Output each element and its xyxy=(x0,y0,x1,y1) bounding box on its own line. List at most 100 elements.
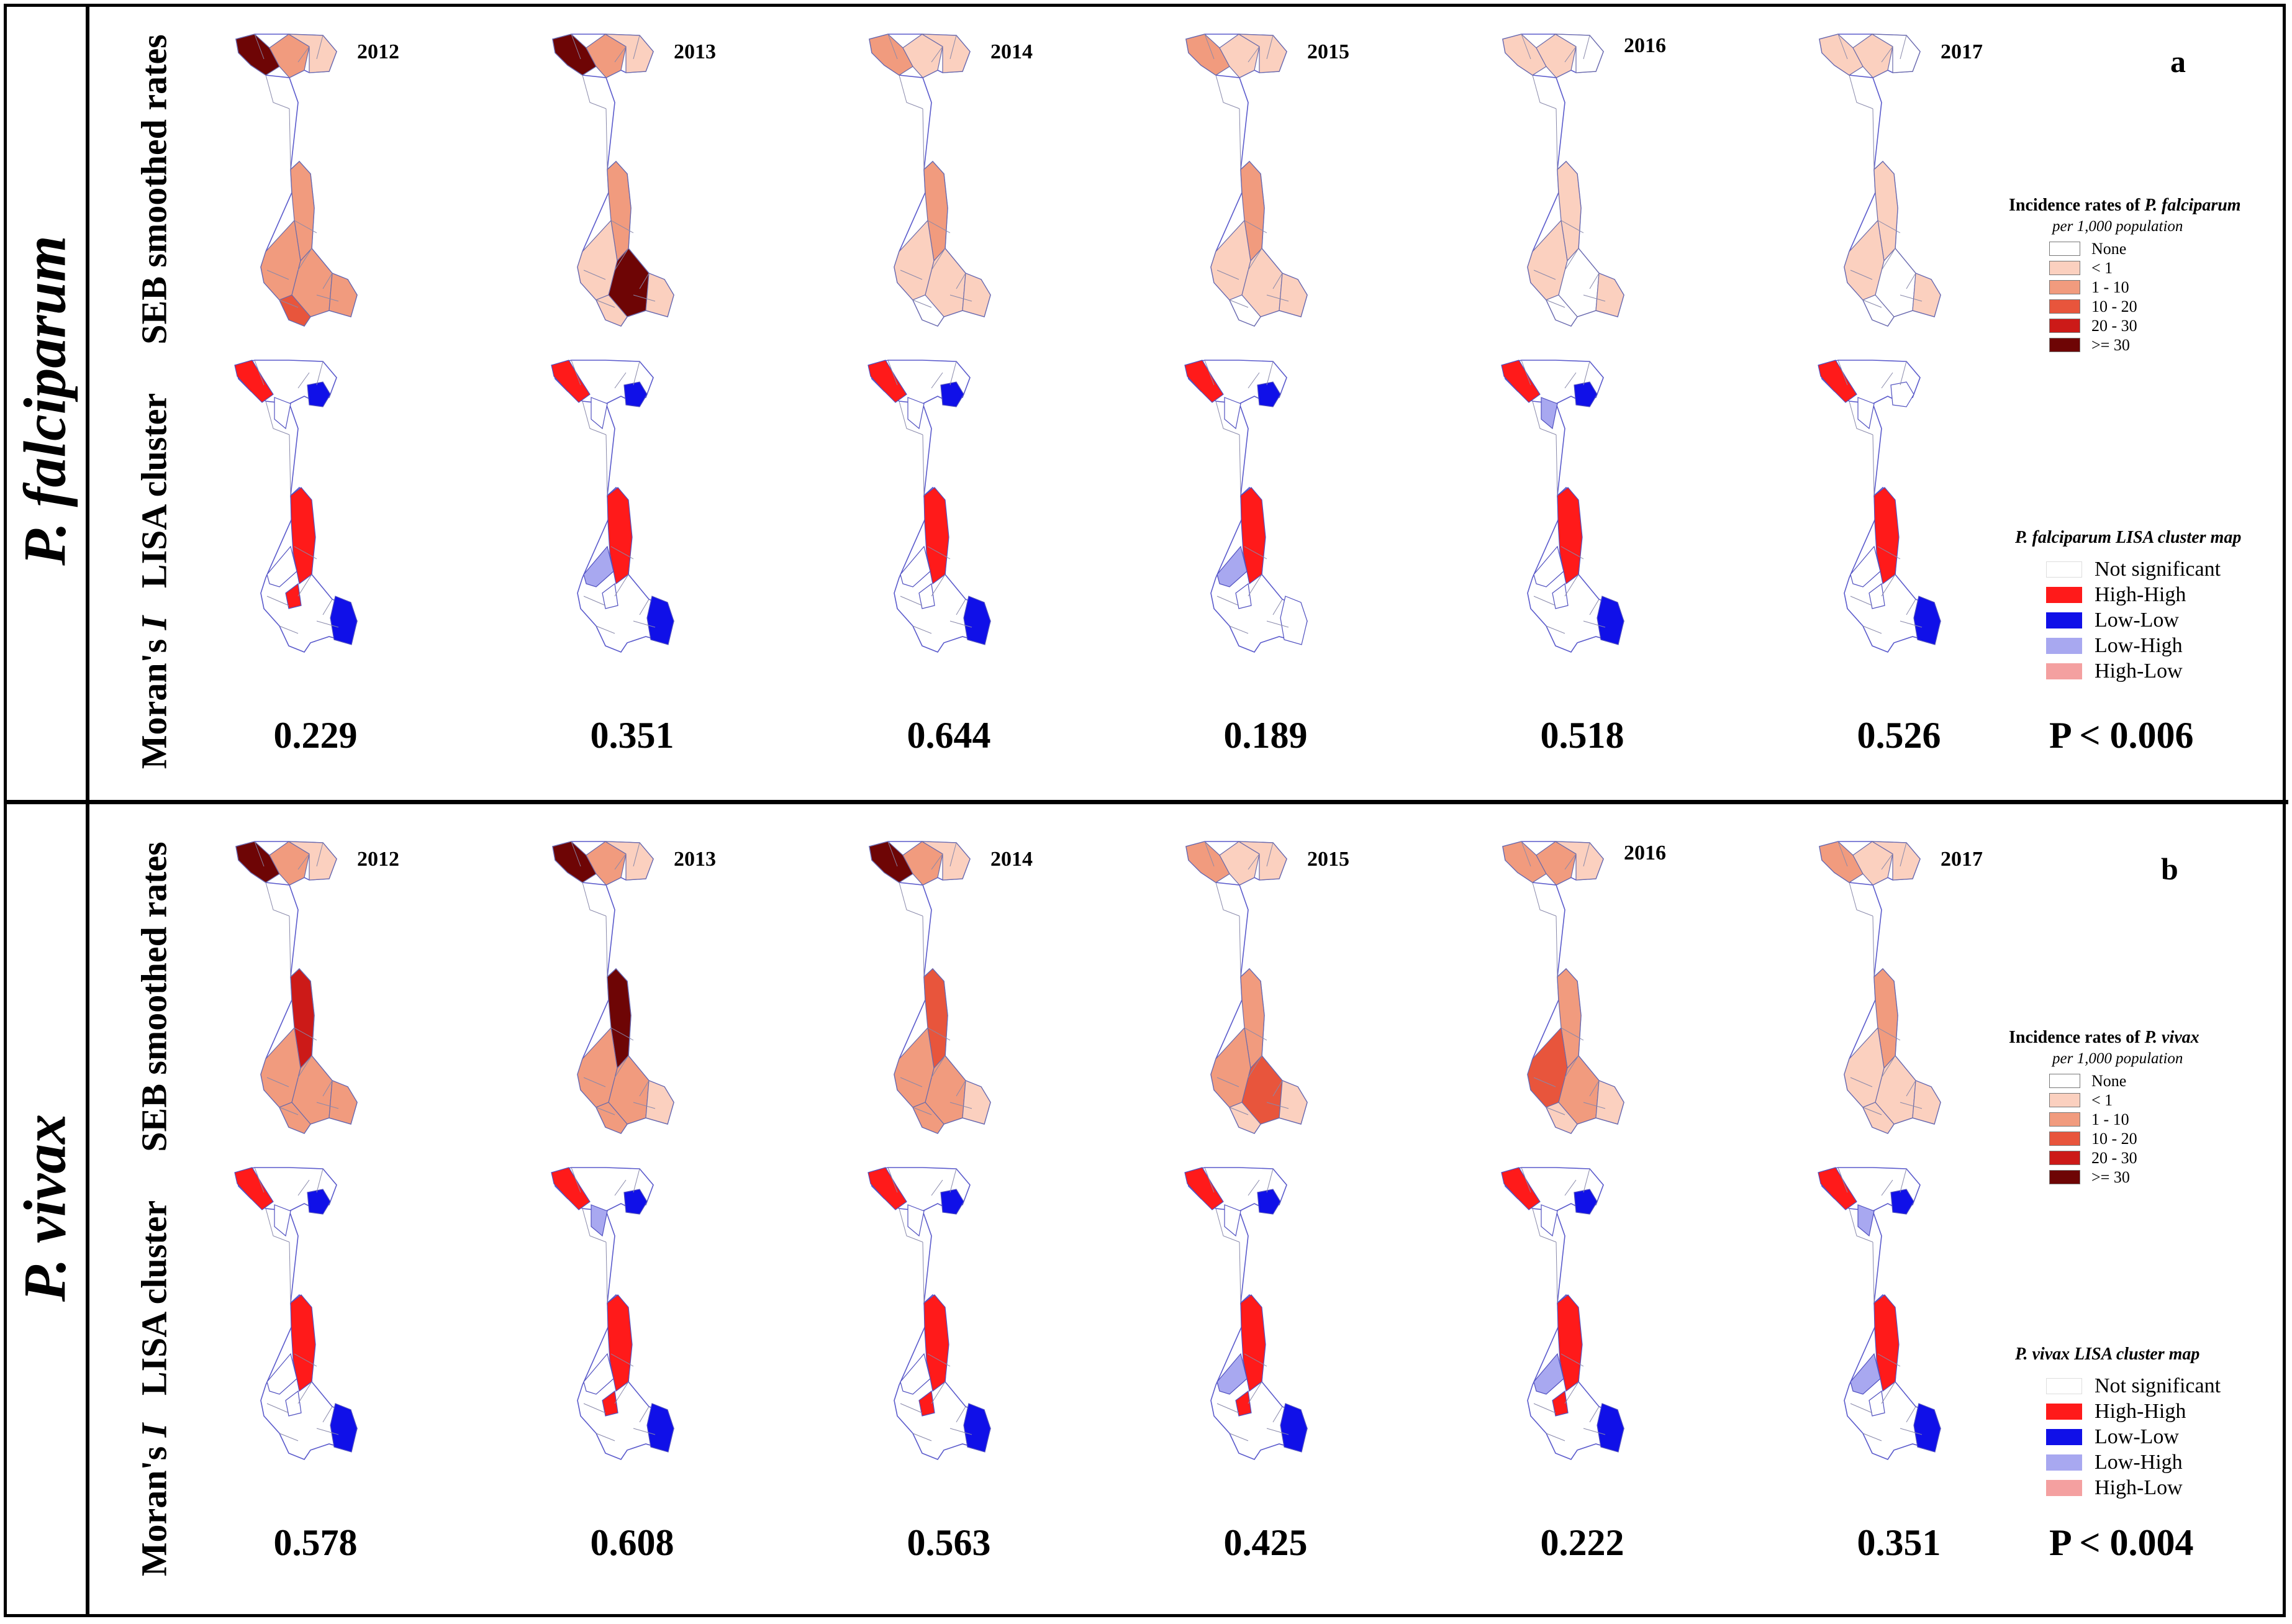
district-boundary xyxy=(316,620,339,628)
lisa-legend-swatch xyxy=(2046,1403,2082,1420)
lisa-map-2015 xyxy=(1184,360,1308,653)
lisa-map-2017 xyxy=(1818,1167,1941,1460)
map-region xyxy=(307,1189,331,1215)
rate-legend-swatch xyxy=(2049,1132,2080,1146)
district-boundary xyxy=(1583,1102,1606,1109)
map-region xyxy=(962,1080,991,1125)
row-label-seb: SEB smoothed rates xyxy=(134,841,174,1152)
lisa-legend-label: Not significant xyxy=(2095,557,2221,581)
seb-map-2016 xyxy=(1502,841,1624,1134)
moran-value: 0.518 xyxy=(1540,715,1624,756)
map-region xyxy=(274,397,291,430)
district-boundary xyxy=(583,1403,606,1413)
district-boundary xyxy=(582,882,607,917)
district-boundary xyxy=(279,625,299,634)
seb-map-2012 xyxy=(235,841,358,1134)
moran-value: 0.526 xyxy=(1857,715,1941,756)
map-region xyxy=(551,360,591,403)
map-region xyxy=(869,841,913,883)
district-boundary xyxy=(596,299,615,308)
lisa-legend-title: P. falciparum LISA cluster map xyxy=(2015,528,2242,547)
district-boundary xyxy=(1589,273,1600,289)
map-region xyxy=(602,1390,618,1417)
district-boundary xyxy=(254,1167,265,1193)
district-boundary xyxy=(1850,1077,1873,1087)
district-boundary xyxy=(927,546,951,560)
map-region xyxy=(235,34,280,76)
map-region xyxy=(646,1403,674,1453)
year-label: 2016 xyxy=(1624,34,1666,57)
district-boundary xyxy=(1248,853,1260,870)
district-boundary xyxy=(596,625,615,634)
map-region xyxy=(602,583,618,609)
district-boundary xyxy=(583,596,606,606)
district-boundary xyxy=(322,1080,333,1097)
district-boundary xyxy=(322,273,333,289)
district-boundary xyxy=(633,1428,656,1435)
district-boundary xyxy=(1229,1107,1249,1115)
district-boundary xyxy=(1272,273,1283,289)
rate-legend-item: 1 - 10 xyxy=(2049,278,2241,297)
rate-legend-swatch xyxy=(2049,261,2080,275)
row-label-moran: Moran's I xyxy=(134,616,175,769)
district-boundary xyxy=(610,1353,634,1367)
lisa-legend-item: Low-High xyxy=(2046,633,2241,658)
rate-legend: Incidence rates of P. vivax per 1,000 pop… xyxy=(2009,1028,2199,1187)
rate-legend-swatch xyxy=(2049,1074,2080,1088)
lisa-legend-swatch xyxy=(2046,586,2082,603)
district-boundary xyxy=(1564,46,1577,63)
district-boundary xyxy=(316,1428,339,1435)
map-region xyxy=(1501,360,1541,403)
district-boundary xyxy=(1244,1027,1267,1041)
district-boundary xyxy=(1862,299,1882,308)
district-boundary xyxy=(289,434,291,496)
map-region xyxy=(1597,1403,1624,1453)
district-boundary xyxy=(1244,1353,1267,1367)
district-boundary xyxy=(1556,434,1558,496)
district-boundary xyxy=(922,915,925,978)
district-boundary xyxy=(912,1433,932,1441)
district-boundary xyxy=(1266,294,1289,302)
district-boundary xyxy=(1216,1403,1239,1413)
district-boundary xyxy=(1546,1107,1565,1115)
district-boundary xyxy=(1266,620,1289,628)
district-boundary xyxy=(1533,270,1556,280)
rate-legend-item: < 1 xyxy=(2049,1091,2199,1110)
year-label: 2015 xyxy=(1307,848,1349,871)
district-boundary xyxy=(1900,1168,1907,1193)
lisa-legend-label: High-Low xyxy=(2095,659,2183,683)
map-region xyxy=(583,1353,614,1395)
lisa-map-2015 xyxy=(1184,1167,1308,1460)
map-region xyxy=(330,596,358,645)
rate-legend-label: >= 30 xyxy=(2091,335,2130,354)
map-region xyxy=(645,1080,674,1125)
lisa-map-2014 xyxy=(867,1167,991,1460)
district-boundary xyxy=(912,299,932,308)
moran-value: 0.222 xyxy=(1540,1522,1624,1563)
rate-legend-swatch xyxy=(2049,338,2080,352)
moran-word: Moran's xyxy=(134,638,174,769)
map-region xyxy=(900,1353,931,1395)
district-boundary xyxy=(254,841,265,867)
row-label-seb: SEB smoothed rates xyxy=(134,34,174,345)
district-boundary xyxy=(266,596,289,606)
district-boundary xyxy=(571,1167,581,1193)
district-boundary xyxy=(633,1168,640,1193)
district-boundary xyxy=(1556,915,1558,978)
map-region xyxy=(645,273,674,317)
district-boundary xyxy=(1204,841,1215,867)
district-boundary xyxy=(297,1055,312,1078)
district-boundary xyxy=(639,1080,650,1097)
district-boundary xyxy=(1266,361,1274,386)
map-region xyxy=(1224,397,1241,430)
lisa-map-2016 xyxy=(1501,1167,1624,1460)
map-region xyxy=(1502,841,1547,883)
district-boundary xyxy=(1850,270,1873,280)
district-boundary xyxy=(614,574,629,597)
district-boundary xyxy=(1239,1241,1241,1304)
district-boundary xyxy=(949,294,972,302)
lisa-legend-item: High-Low xyxy=(2046,658,2241,684)
district-boundary xyxy=(1533,596,1556,606)
moran-value: 0.351 xyxy=(1857,1522,1941,1563)
district-boundary xyxy=(1881,46,1893,63)
